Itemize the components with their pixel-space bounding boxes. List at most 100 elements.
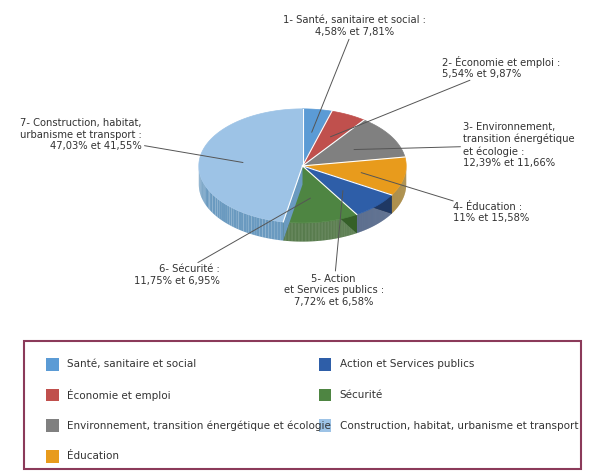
Polygon shape <box>206 186 207 207</box>
Polygon shape <box>356 214 357 233</box>
Polygon shape <box>289 222 290 241</box>
Polygon shape <box>283 222 284 241</box>
Polygon shape <box>283 166 357 223</box>
Polygon shape <box>307 223 308 242</box>
Polygon shape <box>339 219 340 238</box>
Polygon shape <box>315 222 316 241</box>
Polygon shape <box>241 212 244 231</box>
Polygon shape <box>313 223 314 241</box>
Polygon shape <box>302 166 357 233</box>
Polygon shape <box>302 120 405 166</box>
Text: Sécurité: Sécurité <box>340 390 383 400</box>
Polygon shape <box>208 190 209 210</box>
Polygon shape <box>309 223 310 241</box>
Polygon shape <box>300 223 301 242</box>
Polygon shape <box>304 223 305 242</box>
Text: Éducation: Éducation <box>67 451 119 462</box>
Text: 7- Construction, habitat,
urbanisme et transport :
47,03% et 41,55%: 7- Construction, habitat, urbanisme et t… <box>20 118 243 163</box>
Polygon shape <box>322 222 323 240</box>
Polygon shape <box>225 204 227 224</box>
Polygon shape <box>215 197 217 217</box>
Text: Économie et emploi: Économie et emploi <box>67 389 171 401</box>
Polygon shape <box>351 216 352 235</box>
Polygon shape <box>212 194 214 214</box>
Polygon shape <box>317 222 318 241</box>
Polygon shape <box>316 222 317 241</box>
Polygon shape <box>219 200 221 220</box>
Polygon shape <box>342 219 343 237</box>
Text: Construction, habitat, urbanisme et transport: Construction, habitat, urbanisme et tran… <box>340 421 578 431</box>
Polygon shape <box>204 185 206 205</box>
Polygon shape <box>238 211 241 230</box>
Polygon shape <box>306 223 307 242</box>
Text: Action et Services publics: Action et Services publics <box>340 359 474 369</box>
Polygon shape <box>271 220 274 239</box>
Bar <box>47 419 59 432</box>
Polygon shape <box>266 219 268 238</box>
Polygon shape <box>284 222 285 241</box>
Polygon shape <box>305 223 306 242</box>
Bar <box>319 419 332 432</box>
Polygon shape <box>234 209 236 228</box>
Polygon shape <box>335 220 336 239</box>
Polygon shape <box>283 166 302 241</box>
Polygon shape <box>336 219 338 238</box>
Polygon shape <box>319 222 320 241</box>
Polygon shape <box>326 221 327 240</box>
Text: 3- Environnement,
transition énergétique
et écologie :
12,39% et 11,66%: 3- Environnement, transition énergétique… <box>354 122 575 168</box>
Polygon shape <box>302 166 391 214</box>
Polygon shape <box>254 216 257 236</box>
Bar <box>47 450 59 463</box>
Bar <box>47 389 59 401</box>
Polygon shape <box>292 223 293 241</box>
Polygon shape <box>302 166 391 214</box>
Polygon shape <box>221 201 223 221</box>
Polygon shape <box>229 206 232 226</box>
Polygon shape <box>308 223 309 242</box>
Polygon shape <box>348 217 350 236</box>
Polygon shape <box>341 219 342 237</box>
Polygon shape <box>327 221 328 240</box>
Polygon shape <box>211 192 212 213</box>
Polygon shape <box>302 166 357 233</box>
Polygon shape <box>333 220 334 239</box>
Polygon shape <box>314 222 315 241</box>
Polygon shape <box>285 222 286 241</box>
Text: 4- Éducation :
11% et 15,58%: 4- Éducation : 11% et 15,58% <box>361 173 529 223</box>
Polygon shape <box>214 196 215 216</box>
Polygon shape <box>323 222 324 240</box>
Polygon shape <box>223 202 225 222</box>
Bar <box>47 358 59 371</box>
Polygon shape <box>302 166 391 214</box>
Polygon shape <box>209 191 211 211</box>
Polygon shape <box>329 221 330 240</box>
Polygon shape <box>207 188 208 208</box>
Text: Santé, sanitaire et social: Santé, sanitaire et social <box>67 359 196 369</box>
Text: 5- Action
et Services publics :
7,72% et 6,58%: 5- Action et Services publics : 7,72% et… <box>284 191 384 307</box>
Polygon shape <box>232 208 234 227</box>
Bar <box>319 358 332 371</box>
Polygon shape <box>252 216 254 235</box>
Polygon shape <box>350 216 351 235</box>
Polygon shape <box>354 215 355 234</box>
Polygon shape <box>344 218 345 237</box>
Polygon shape <box>283 166 302 241</box>
Polygon shape <box>325 221 326 240</box>
Polygon shape <box>345 218 346 237</box>
Polygon shape <box>352 216 353 235</box>
Polygon shape <box>257 217 260 237</box>
Polygon shape <box>293 223 294 241</box>
Polygon shape <box>217 199 219 219</box>
Polygon shape <box>298 223 299 242</box>
Polygon shape <box>312 223 313 241</box>
Polygon shape <box>347 217 348 236</box>
Polygon shape <box>287 222 288 241</box>
Polygon shape <box>286 222 287 241</box>
Polygon shape <box>330 221 331 239</box>
Polygon shape <box>295 223 296 241</box>
Polygon shape <box>203 182 204 202</box>
Polygon shape <box>296 223 297 242</box>
Polygon shape <box>268 220 271 239</box>
Polygon shape <box>343 218 344 237</box>
Polygon shape <box>301 223 302 242</box>
